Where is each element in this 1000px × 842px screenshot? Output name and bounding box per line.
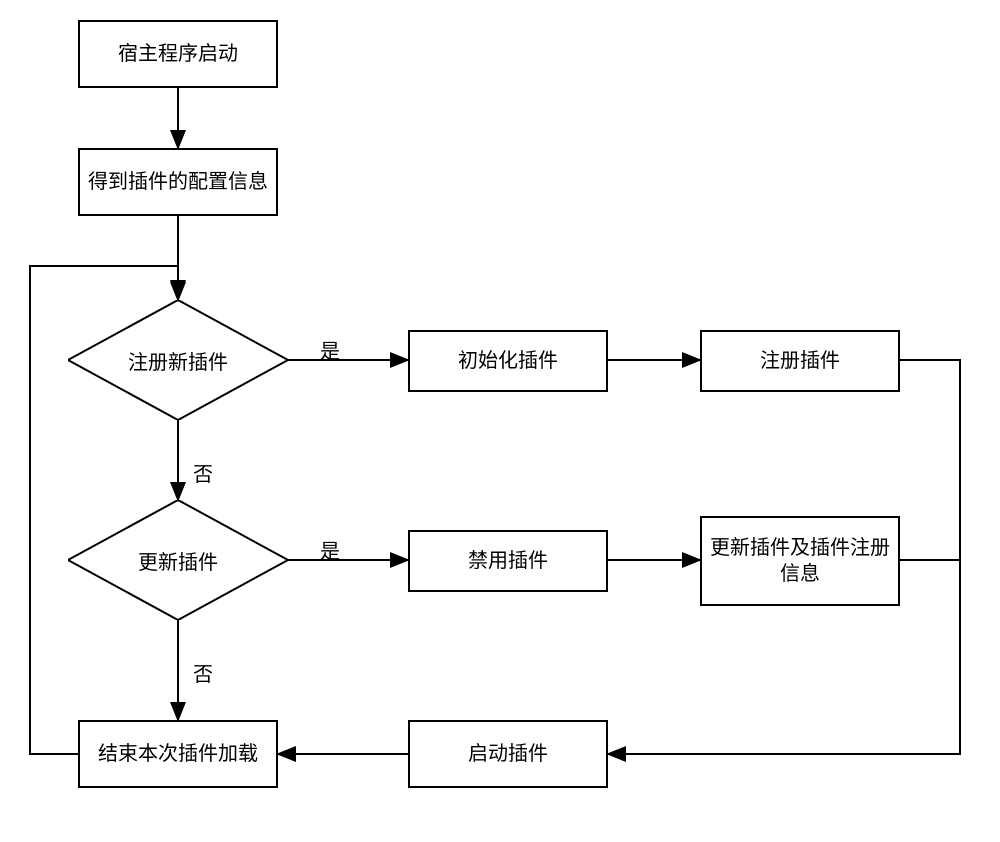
- decision-label: 注册新插件: [128, 346, 228, 375]
- edge-label-no-2: 否: [193, 658, 213, 687]
- node-get-config: 得到插件的配置信息: [78, 148, 278, 216]
- node-host-start: 宿主程序启动: [78, 20, 278, 88]
- node-label: 宿主程序启动: [118, 41, 238, 67]
- decision-label: 更新插件: [138, 546, 218, 575]
- node-update-plugin-info: 更新插件及插件注册信息: [700, 516, 900, 606]
- node-label: 注册插件: [760, 348, 840, 374]
- node-label: 启动插件: [468, 741, 548, 767]
- edge-label-yes-1: 是: [320, 335, 340, 364]
- node-register-plugin: 注册插件: [700, 330, 900, 392]
- node-init-plugin: 初始化插件: [408, 330, 608, 392]
- edge-label-no-1: 否: [193, 458, 213, 487]
- node-start-plugin: 启动插件: [408, 720, 608, 788]
- node-label: 更新插件及插件注册信息: [706, 535, 894, 587]
- node-label: 结束本次插件加载: [98, 741, 258, 767]
- decision-register-new: 注册新插件: [68, 300, 288, 420]
- node-label: 得到插件的配置信息: [88, 169, 268, 195]
- flowchart-arrows: [0, 0, 1000, 842]
- decision-update-plugin: 更新插件: [68, 500, 288, 620]
- flowchart-container: 宿主程序启动 得到插件的配置信息 初始化插件 注册插件 禁用插件 更新插件及插件…: [0, 0, 1000, 842]
- node-label: 初始化插件: [458, 348, 558, 374]
- node-end-load: 结束本次插件加载: [78, 720, 278, 788]
- node-label: 禁用插件: [468, 548, 548, 574]
- edge-label-yes-2: 是: [320, 535, 340, 564]
- node-disable-plugin: 禁用插件: [408, 530, 608, 592]
